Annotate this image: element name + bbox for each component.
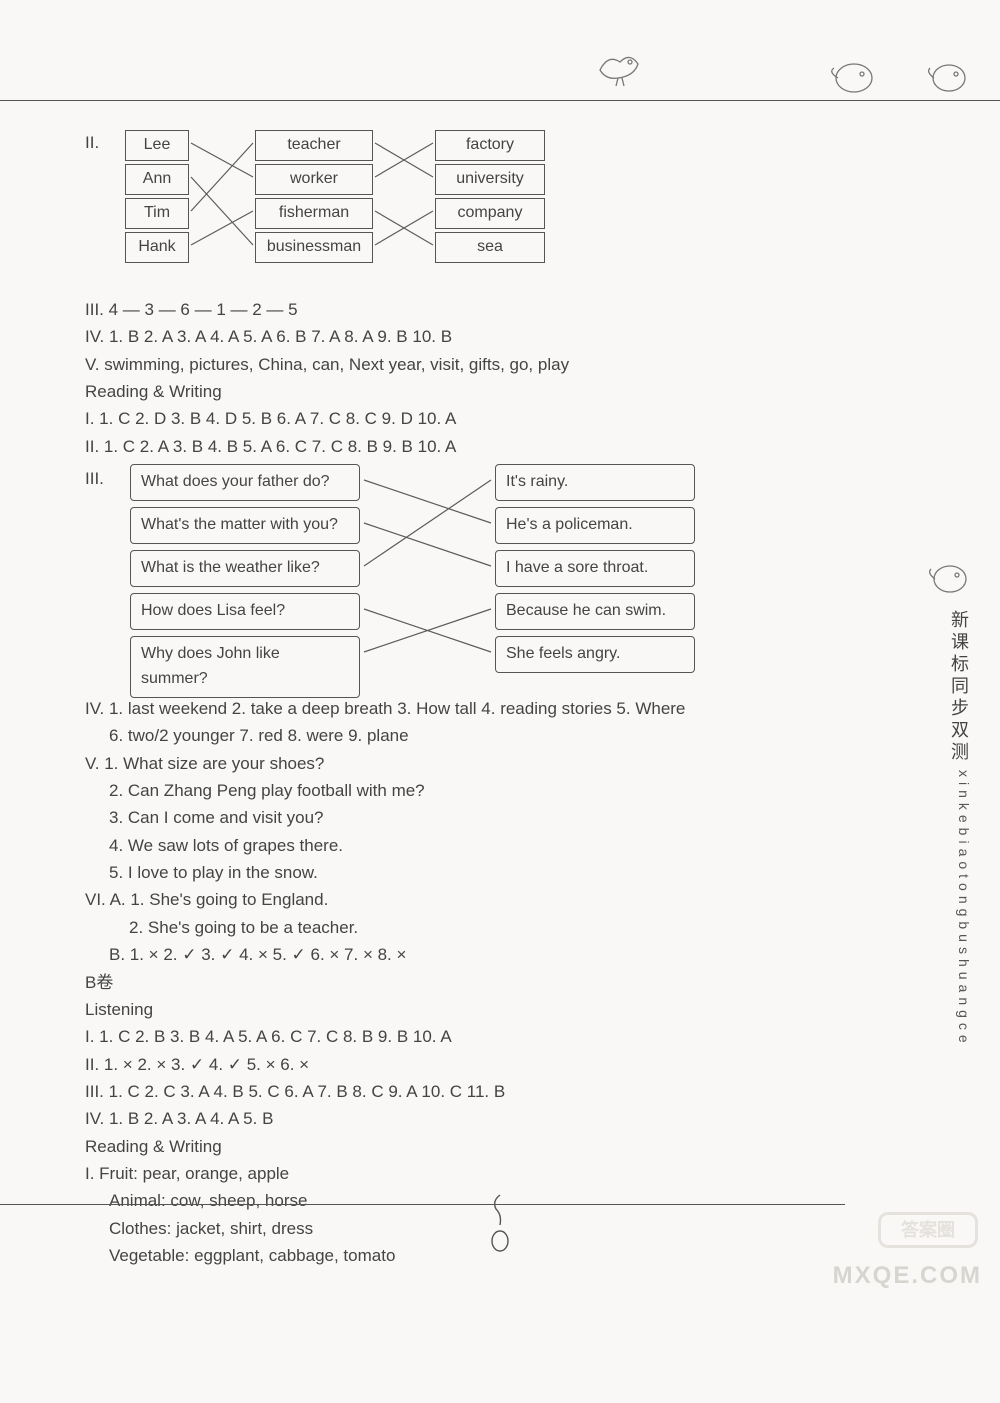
match-box: Ann (125, 164, 189, 195)
answer-line: III. 1. C 2. C 3. A 4. B 5. C 6. A 7. B … (85, 1079, 915, 1105)
answer-line: V. 1. What size are your shoes? (85, 751, 915, 777)
match-answer-box: It's rainy. (495, 464, 695, 501)
match-box: Hank (125, 232, 189, 263)
answer-line: 3. Can I come and visit you? (109, 805, 915, 831)
answer-line: I. 1. C 2. D 3. B 4. D 5. B 6. A 7. C 8.… (85, 406, 915, 432)
answer-line: I. Fruit: pear, orange, apple (85, 1161, 915, 1187)
section-heading: Reading & Writing (85, 1134, 915, 1160)
answer-line: II. 1. × 2. × 3. ✓ 4. ✓ 5. × 6. × (85, 1052, 915, 1078)
bottom-rule (0, 1204, 845, 1205)
match-box: sea (435, 232, 545, 263)
match-question-box: Why does John like summer? (130, 636, 360, 698)
answer-line: IV. 1. B 2. A 3. A 4. A 5. A 6. B 7. A 8… (85, 324, 915, 350)
answer-line: 2. Can Zhang Peng play football with me? (109, 778, 915, 804)
answer-line: VI. A. 1. She's going to England. (85, 887, 915, 913)
matching-diagram-ii: II. LeeAnnTimHankteacherworkerfishermanb… (85, 130, 915, 285)
answer-line: 2. She's going to be a teacher. (129, 915, 915, 941)
answer-line: 4. We saw lots of grapes there. (109, 833, 915, 859)
answer-line: II. 1. C 2. A 3. B 4. B 5. A 6. C 7. C 8… (85, 434, 915, 460)
match-box: company (435, 198, 545, 229)
match-box: Lee (125, 130, 189, 161)
watermark-url: MXQE.COM (833, 1262, 982, 1290)
match-question-box: What's the matter with you? (130, 507, 360, 544)
match-question-box: How does Lisa feel? (130, 593, 360, 630)
answer-line: V. swimming, pictures, China, can, Next … (85, 352, 915, 378)
section-heading: B卷 (85, 970, 915, 996)
watermark-badge: 答案圈 (878, 1212, 978, 1248)
match-box: factory (435, 130, 545, 161)
answer-line: 6. two/2 younger 7. red 8. were 9. plane (109, 723, 915, 749)
match-question-box: What is the weather like? (130, 550, 360, 587)
answer-line: III. 4 — 3 — 6 — 1 — 2 — 5 (85, 297, 915, 323)
section-heading: Reading & Writing (85, 379, 915, 405)
answer-line: B. 1. × 2. ✓ 3. ✓ 4. × 5. ✓ 6. × 7. × 8.… (109, 942, 915, 968)
page-root: II. LeeAnnTimHankteacherworkerfishermanb… (0, 0, 1000, 1310)
match-box: university (435, 164, 545, 195)
match-box: fisherman (255, 198, 373, 229)
matching-diagram-iii: III. What does your father do?What's the… (85, 464, 915, 684)
sidebar-pinyin: xinkebiaotongbushuangce (956, 770, 972, 1048)
match-box: teacher (255, 130, 373, 161)
content-area: II. LeeAnnTimHankteacherworkerfishermanb… (85, 40, 915, 1269)
section-heading: Listening (85, 997, 915, 1023)
bird-icon (926, 555, 974, 608)
match-answer-box: He's a policeman. (495, 507, 695, 544)
match-answer-box: Because he can swim. (495, 593, 695, 630)
answer-line: I. 1. C 2. B 3. B 4. A 5. A 6. C 7. C 8.… (85, 1024, 915, 1050)
match-box: worker (255, 164, 373, 195)
match-answer-box: She feels angry. (495, 636, 695, 673)
page-number (482, 1191, 518, 1255)
match-question-box: What does your father do? (130, 464, 360, 501)
answer-line: IV. 1. last weekend 2. take a deep breat… (85, 696, 915, 722)
answer-line: 5. I love to play in the snow. (109, 860, 915, 886)
sidebar-chinese: 新课标同步双测 (946, 610, 972, 764)
match-box: Tim (125, 198, 189, 229)
match-box: businessman (255, 232, 373, 263)
match-answer-box: I have a sore throat. (495, 550, 695, 587)
answer-line: IV. 1. B 2. A 3. A 4. A 5. B (85, 1106, 915, 1132)
